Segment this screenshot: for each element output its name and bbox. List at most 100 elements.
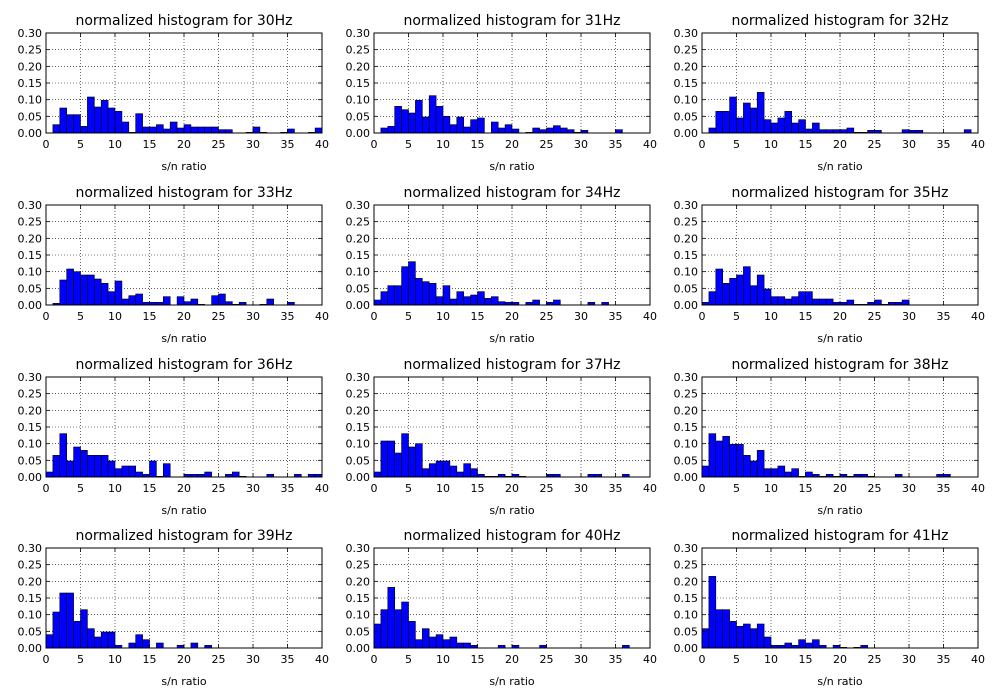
histogram-bar <box>190 126 199 134</box>
y-tick-label: 0.00 <box>18 127 43 140</box>
histogram-bar <box>204 471 212 478</box>
histogram-bar <box>729 621 737 649</box>
histogram-bar <box>176 296 185 306</box>
histogram-bar <box>777 465 786 478</box>
histogram-bar <box>387 587 395 649</box>
x-tick-label: 20 <box>833 482 847 495</box>
x-axis-label: s/n ratio <box>161 160 207 173</box>
x-tick-label: 25 <box>212 482 226 495</box>
x-tick-label: 25 <box>212 138 226 151</box>
histogram-bar <box>812 298 820 306</box>
y-tick-label: 0.00 <box>674 127 699 140</box>
histogram-bar <box>825 298 834 306</box>
bars <box>373 587 630 649</box>
y-tick-label: 0.25 <box>674 216 699 229</box>
x-tick-label: 20 <box>177 482 191 495</box>
y-tick-label: 0.20 <box>674 232 699 245</box>
histogram-bar <box>559 127 568 134</box>
histogram-bar <box>394 452 402 478</box>
x-tick-label: 0 <box>43 310 50 323</box>
y-tick-label: 0.25 <box>346 44 371 57</box>
x-tick-label: 40 <box>315 482 329 495</box>
y-tick-label: 0.10 <box>674 609 699 622</box>
histogram-bar <box>463 296 471 306</box>
y-tick-label: 0.00 <box>346 127 371 140</box>
histogram-bar <box>756 274 765 306</box>
y-tick-label: 0.30 <box>18 542 43 555</box>
y-tick-label: 0.05 <box>674 282 699 295</box>
x-tick-label: 15 <box>799 482 813 495</box>
histogram-bar <box>87 628 95 649</box>
x-tick-label: 30 <box>246 310 260 323</box>
y-tick-label: 0.25 <box>674 388 699 401</box>
x-tick-label: 30 <box>574 653 588 666</box>
x-tick-label: 10 <box>108 482 122 495</box>
histogram-bar <box>532 299 540 306</box>
x-tick-label: 15 <box>143 138 157 151</box>
histogram-bar <box>80 274 88 306</box>
y-tick-label: 0.00 <box>674 299 699 312</box>
histogram-bar <box>421 468 430 478</box>
x-tick-label: 35 <box>937 653 951 666</box>
x-tick-label: 20 <box>505 310 519 323</box>
x-tick-label: 15 <box>799 138 813 151</box>
histogram-bar <box>784 642 792 649</box>
subplot-title: normalized histogram for 30Hz <box>75 13 292 29</box>
y-tick-label: 0.25 <box>18 44 43 57</box>
histogram-bar <box>435 634 444 649</box>
histogram-bar <box>211 295 219 306</box>
x-tick-label: 0 <box>371 138 378 151</box>
x-tick-label: 40 <box>971 310 985 323</box>
y-tick-label: 0.00 <box>674 471 699 484</box>
x-tick-label: 20 <box>833 310 847 323</box>
y-tick-label: 0.05 <box>18 625 43 638</box>
histogram-bar <box>442 639 451 649</box>
y-tick-label: 0.20 <box>674 60 699 73</box>
histogram-bar <box>763 119 772 134</box>
histogram-bar <box>708 127 717 134</box>
histogram-bar <box>163 296 171 306</box>
x-tick-label: 35 <box>281 138 295 151</box>
y-tick-label: 0.05 <box>18 110 43 123</box>
histogram-bar <box>128 295 137 306</box>
x-tick-label: 20 <box>833 653 847 666</box>
x-tick-label: 40 <box>971 138 985 151</box>
x-tick-label: 20 <box>177 310 191 323</box>
y-tick-label: 0.05 <box>18 454 43 467</box>
x-tick-label: 5 <box>405 138 412 151</box>
histogram-bar <box>266 298 274 306</box>
y-tick-label: 0.15 <box>18 421 43 434</box>
y-tick-label: 0.10 <box>346 609 371 622</box>
y-tick-label: 0.05 <box>346 625 371 638</box>
y-tick-label: 0.00 <box>18 471 43 484</box>
histogram-bar <box>380 291 389 306</box>
histogram-bar <box>736 626 744 649</box>
y-tick-label: 0.10 <box>18 266 43 279</box>
x-tick-label: 35 <box>281 310 295 323</box>
x-tick-label: 35 <box>937 138 951 151</box>
histogram-bar <box>477 117 485 134</box>
histogram-bar <box>232 471 240 478</box>
y-tick-label: 0.05 <box>674 454 699 467</box>
histogram-bar <box>435 460 444 478</box>
histogram-bar <box>743 623 751 649</box>
histogram-bar <box>45 471 54 478</box>
histogram-bar <box>380 127 389 134</box>
histogram-bar <box>722 111 730 134</box>
histogram-bar <box>121 298 130 306</box>
histogram-bar <box>901 299 910 306</box>
x-tick-label: 25 <box>868 138 882 151</box>
y-tick-label: 0.15 <box>674 77 699 90</box>
histogram-bar <box>128 642 137 649</box>
histogram-bar <box>463 642 471 649</box>
x-tick-label: 5 <box>733 653 740 666</box>
histogram-bar <box>73 114 81 134</box>
histogram-bar <box>456 116 464 134</box>
y-tick-label: 0.20 <box>346 575 371 588</box>
histogram-bar <box>477 291 485 306</box>
histogram-bar <box>156 124 164 134</box>
x-tick-label: 40 <box>315 310 329 323</box>
histogram-bar <box>100 455 109 478</box>
histogram-bar <box>442 116 451 134</box>
